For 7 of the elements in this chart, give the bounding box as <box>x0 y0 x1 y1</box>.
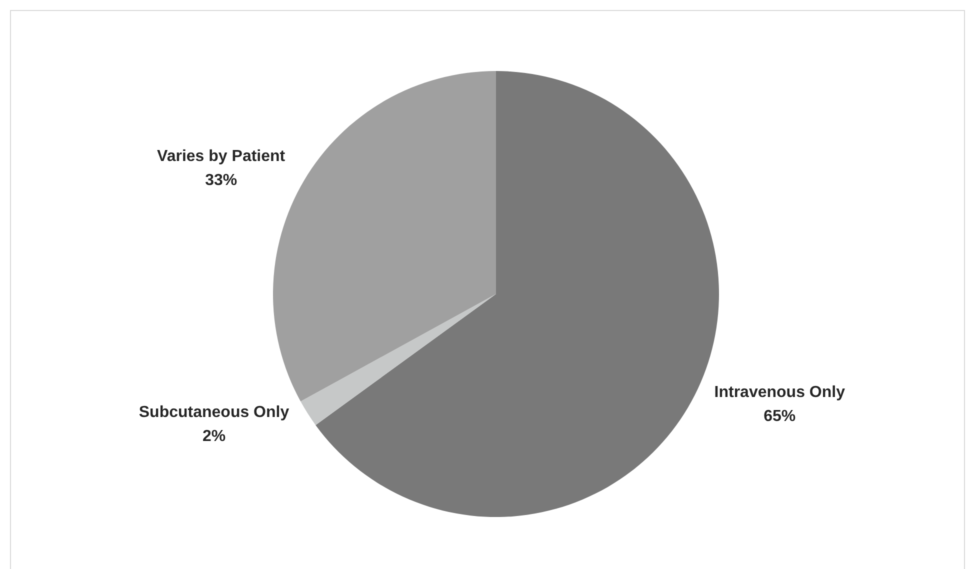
slice-label: Intravenous Only <box>714 383 845 404</box>
slice-label: Varies by Patient <box>157 147 286 168</box>
data-label: 2% <box>201 427 227 448</box>
data-label: 65% <box>762 407 797 428</box>
data-label: 33% <box>204 171 238 192</box>
pie-slice <box>300 294 496 426</box>
slice-label: Subcutaneous Only <box>138 403 290 424</box>
